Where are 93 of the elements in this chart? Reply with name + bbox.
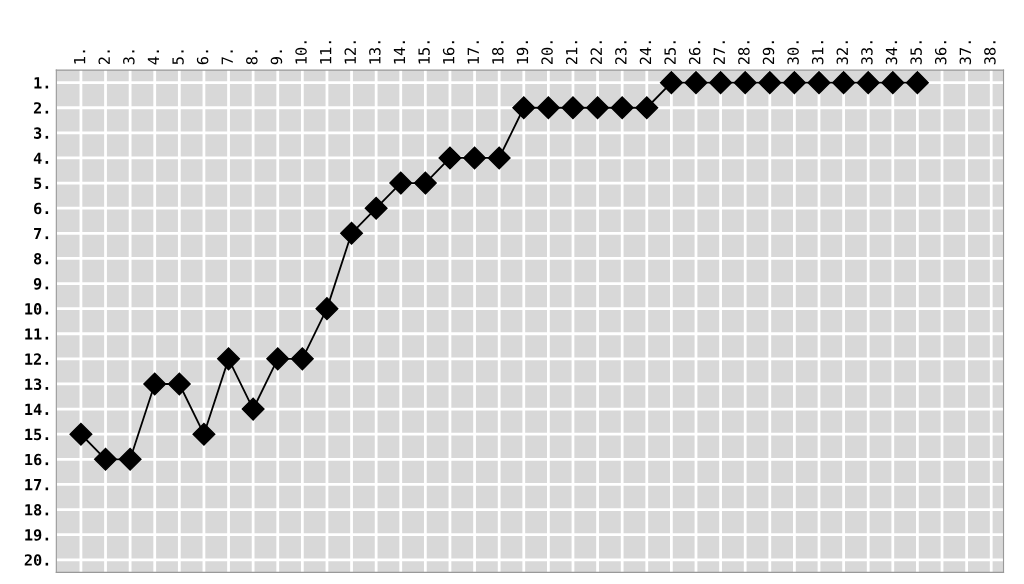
x-tick-label: 31. xyxy=(811,41,824,65)
point xyxy=(512,96,536,120)
x-tick-label: 9. xyxy=(270,50,283,65)
point xyxy=(659,71,683,95)
point xyxy=(856,71,880,95)
x-tick-label: 30. xyxy=(787,41,799,65)
point xyxy=(290,347,314,371)
x-tick-label: 6. xyxy=(196,50,209,65)
point xyxy=(635,96,659,120)
x-tick-label: 13. xyxy=(369,41,381,64)
y-tick-label: 2. xyxy=(33,102,49,114)
x-tick-label: 2. xyxy=(98,50,110,65)
x-tick-label: 33. xyxy=(861,41,873,65)
y-tick-label: 13. xyxy=(25,378,49,390)
point xyxy=(413,171,437,195)
point xyxy=(709,71,733,95)
y-tick-label: 7. xyxy=(34,227,49,240)
y-tick-label: 17. xyxy=(25,479,49,491)
y-tick-label: 20. xyxy=(24,554,49,566)
x-tick-label: 3. xyxy=(123,50,135,65)
point xyxy=(807,71,831,95)
y-tick-label: 9. xyxy=(33,278,49,290)
x-tick-label: 24. xyxy=(639,41,652,65)
point xyxy=(610,96,634,120)
x-tick-label: 8. xyxy=(246,50,258,65)
y-tick-label: 6. xyxy=(34,202,49,215)
point xyxy=(881,71,905,95)
point xyxy=(69,422,93,446)
point xyxy=(536,96,560,120)
x-tick-label: 14. xyxy=(393,41,406,64)
point xyxy=(832,71,856,95)
point xyxy=(118,447,142,471)
x-tick-label: 36. xyxy=(934,41,947,65)
point xyxy=(241,397,265,421)
point xyxy=(905,71,929,95)
point xyxy=(586,96,610,120)
y-tick-label: 18. xyxy=(25,504,49,516)
point xyxy=(266,347,290,371)
x-tick-label: 20. xyxy=(541,41,553,65)
x-tick-label: 5. xyxy=(172,50,184,65)
y-tick-label: 19. xyxy=(25,529,49,541)
point xyxy=(94,447,118,471)
x-tick-label: 28. xyxy=(738,41,750,65)
point xyxy=(561,96,585,120)
x-tick-label: 10. xyxy=(295,41,307,64)
point xyxy=(315,297,339,321)
x-tick-label: 22. xyxy=(590,41,602,65)
y-tick-label: 4. xyxy=(33,152,49,164)
x-tick-label: 1. xyxy=(74,50,86,64)
point xyxy=(389,171,413,195)
x-tick-label: 37. xyxy=(959,41,972,65)
point xyxy=(782,71,806,95)
y-tick-label: 16. xyxy=(25,453,49,466)
y-tick-label: 12. xyxy=(25,353,49,365)
x-tick-label: 7. xyxy=(221,50,233,65)
x-tick-label: 25. xyxy=(664,41,676,65)
x-tick-label: 26. xyxy=(688,41,701,65)
y-tick-label: 3. xyxy=(34,127,49,139)
point xyxy=(758,71,782,95)
x-tick-label: 32. xyxy=(836,41,849,65)
point xyxy=(364,196,388,220)
point xyxy=(167,372,191,396)
point xyxy=(192,422,216,446)
y-tick-label: 1. xyxy=(34,77,49,89)
x-tick-label: 16. xyxy=(442,41,455,64)
x-tick-label: 11. xyxy=(320,41,332,64)
y-tick-label: 11. xyxy=(25,328,49,340)
y-tick-label: 14. xyxy=(25,403,49,415)
x-tick-label: 15. xyxy=(418,41,430,64)
x-tick-label: 4. xyxy=(147,50,159,65)
point xyxy=(143,372,167,396)
x-tick-label: 17. xyxy=(467,41,479,64)
y-tick-label: 5. xyxy=(34,177,49,190)
point xyxy=(438,146,462,170)
y-tick-label: 8. xyxy=(34,252,49,265)
x-tick-label: 18. xyxy=(492,41,504,64)
point xyxy=(340,221,364,245)
x-tick-label: 27. xyxy=(713,41,725,65)
y-tick-label: 10. xyxy=(25,303,49,315)
x-tick-label: 21. xyxy=(565,41,578,65)
point xyxy=(487,146,511,170)
x-tick-label: 12. xyxy=(344,41,356,64)
x-tick-label: 23. xyxy=(615,41,627,65)
y-tick-label: 15. xyxy=(25,428,49,441)
x-tick-label: 34. xyxy=(885,41,898,65)
x-tick-label: 19. xyxy=(516,41,529,64)
point xyxy=(217,347,241,371)
x-tick-label: 38. xyxy=(984,41,996,65)
point xyxy=(733,71,757,95)
point xyxy=(684,71,708,95)
x-tick-label: 35. xyxy=(910,41,922,65)
point xyxy=(463,146,487,170)
x-tick-label: 29. xyxy=(762,41,775,65)
